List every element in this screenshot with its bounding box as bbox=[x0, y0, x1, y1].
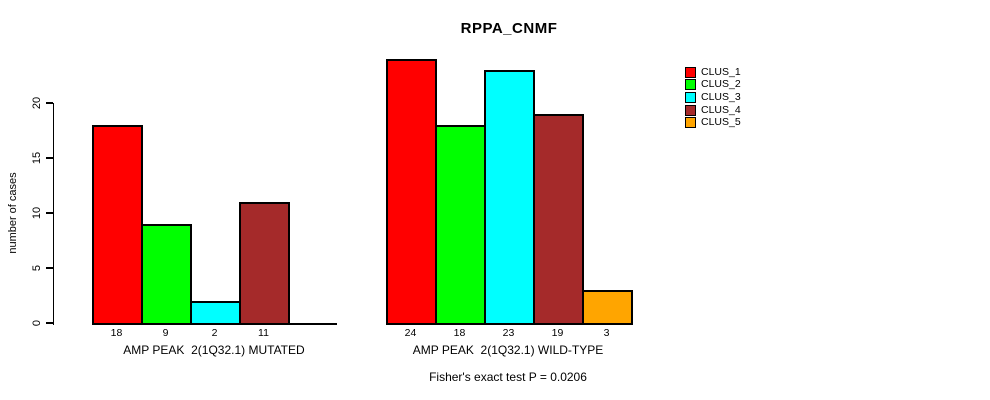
bar-value-clus_4-mutated: 11 bbox=[258, 327, 269, 339]
bar-value-clus_1-wild-type: 24 bbox=[404, 327, 417, 339]
y-tick-label: 0 bbox=[31, 319, 43, 327]
bar-value-clus_2-wild-type: 18 bbox=[453, 327, 466, 339]
y-tick-mark bbox=[46, 102, 53, 104]
y-tick-label: 5 bbox=[31, 264, 43, 272]
bar-clus_1-wild-type bbox=[386, 59, 437, 325]
group-label-wild-type: AMP PEAK 2(1Q32.1) WILD-TYPE bbox=[412, 343, 604, 357]
group-label-mutated: AMP PEAK 2(1Q32.1) MUTATED bbox=[123, 343, 305, 357]
bar-clus_4-wild-type bbox=[533, 114, 584, 325]
y-axis-line bbox=[52, 103, 54, 325]
bar-clus_3-mutated bbox=[190, 301, 241, 325]
bar-value-clus_3-mutated: 2 bbox=[211, 327, 218, 339]
chart-title: RPPA_CNMF bbox=[460, 20, 558, 37]
y-tick-label: 15 bbox=[31, 151, 43, 165]
bar-clus_1-mutated bbox=[92, 125, 143, 325]
y-tick-mark bbox=[46, 322, 53, 324]
bar-value-clus_5-wild-type: 3 bbox=[603, 327, 610, 339]
bar-clus_5-wild-type bbox=[582, 290, 633, 325]
bar-value-clus_1-mutated: 18 bbox=[110, 327, 123, 339]
fisher-test-annotation: Fisher's exact test P = 0.0206 bbox=[429, 370, 587, 384]
y-tick-label: 20 bbox=[31, 96, 43, 110]
y-tick-label: 10 bbox=[31, 206, 43, 220]
bar-clus_2-wild-type bbox=[435, 125, 486, 325]
bar-clus_4-mutated bbox=[239, 202, 290, 325]
bar-value-clus_2-mutated: 9 bbox=[162, 327, 169, 339]
bar-value-clus_4-wild-type: 19 bbox=[551, 327, 564, 339]
bar-clus_3-wild-type bbox=[484, 70, 535, 325]
y-tick-mark bbox=[46, 212, 53, 214]
bar-clus_2-mutated bbox=[141, 224, 192, 325]
bar-value-clus_3-wild-type: 23 bbox=[502, 327, 515, 339]
y-tick-mark bbox=[46, 267, 53, 269]
y-tick-mark bbox=[46, 157, 53, 159]
